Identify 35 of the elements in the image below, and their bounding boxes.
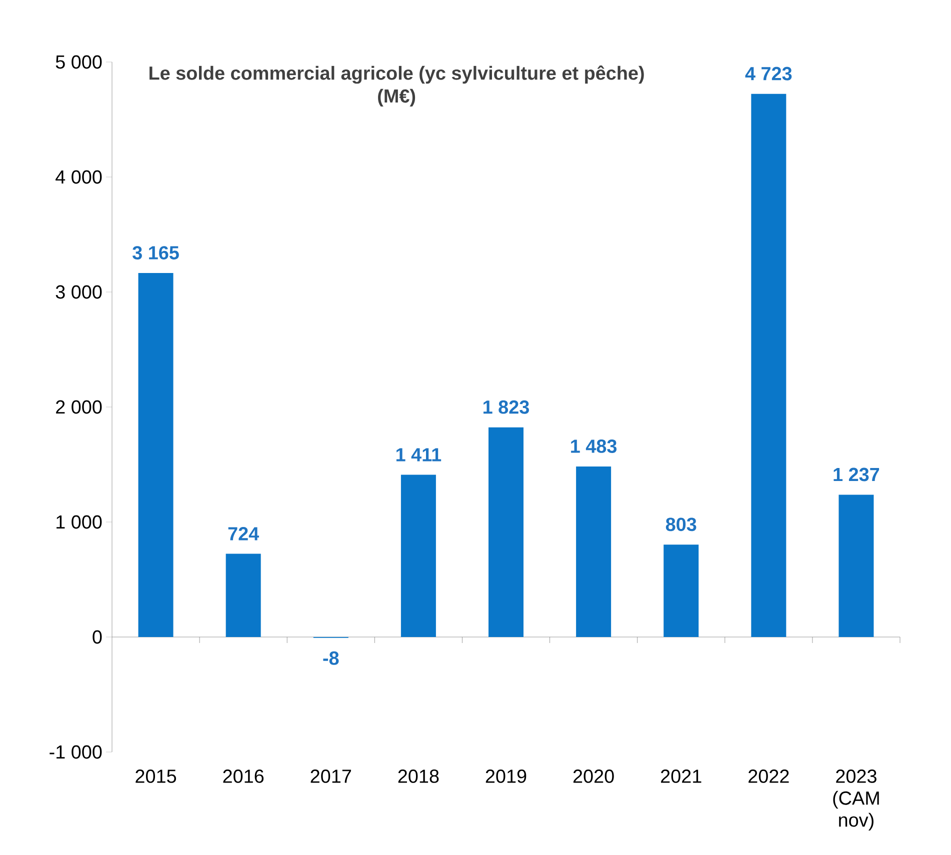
- data-label: 3 165: [132, 246, 179, 260]
- data-label: 724: [228, 527, 260, 540]
- bar: [664, 544, 699, 637]
- x-tick-label: 2016: [223, 770, 264, 783]
- bar: [576, 466, 612, 637]
- x-tick-label: 2018: [398, 770, 439, 783]
- y-tick-label: 3 000: [56, 285, 102, 299]
- bar: [226, 554, 261, 637]
- data-label: 1 823: [484, 400, 529, 414]
- bar: [138, 273, 174, 637]
- data-label: 4 723: [745, 66, 792, 80]
- x-tick-label: 2017: [310, 770, 351, 783]
- x-tick-label: 2021: [661, 770, 702, 783]
- data-label: 1 237: [834, 468, 880, 482]
- y-tick-label: 1 000: [56, 515, 102, 529]
- y-tick-label: 4 000: [56, 170, 102, 184]
- x-tick-label: 2022: [748, 770, 789, 783]
- text: (M€): [378, 88, 416, 106]
- data-label: 1 411: [396, 448, 442, 462]
- x-tick-label: 2015: [136, 770, 176, 783]
- y-tick-label: 2 000: [56, 400, 102, 414]
- data-label: 803: [666, 518, 696, 532]
- bar: [751, 94, 786, 637]
- chart-title: Le solde commercial agricole (yc sylviculture et pêche): [150, 66, 644, 84]
- data-label: -8: [323, 651, 339, 665]
- data-label: 1 483: [571, 440, 617, 453]
- y-tick-label: 5 000: [56, 55, 102, 69]
- y-tick-label: -1 000: [50, 745, 102, 759]
- bar: [488, 427, 524, 637]
- x-tick-label: 2020: [573, 770, 614, 783]
- bar: [400, 474, 436, 637]
- x-tick-label: 2023 (CAM nov): [833, 770, 879, 830]
- bar: [838, 494, 874, 637]
- y-tick-label: 0: [92, 630, 102, 644]
- x-tick-label: 2019: [486, 770, 526, 783]
